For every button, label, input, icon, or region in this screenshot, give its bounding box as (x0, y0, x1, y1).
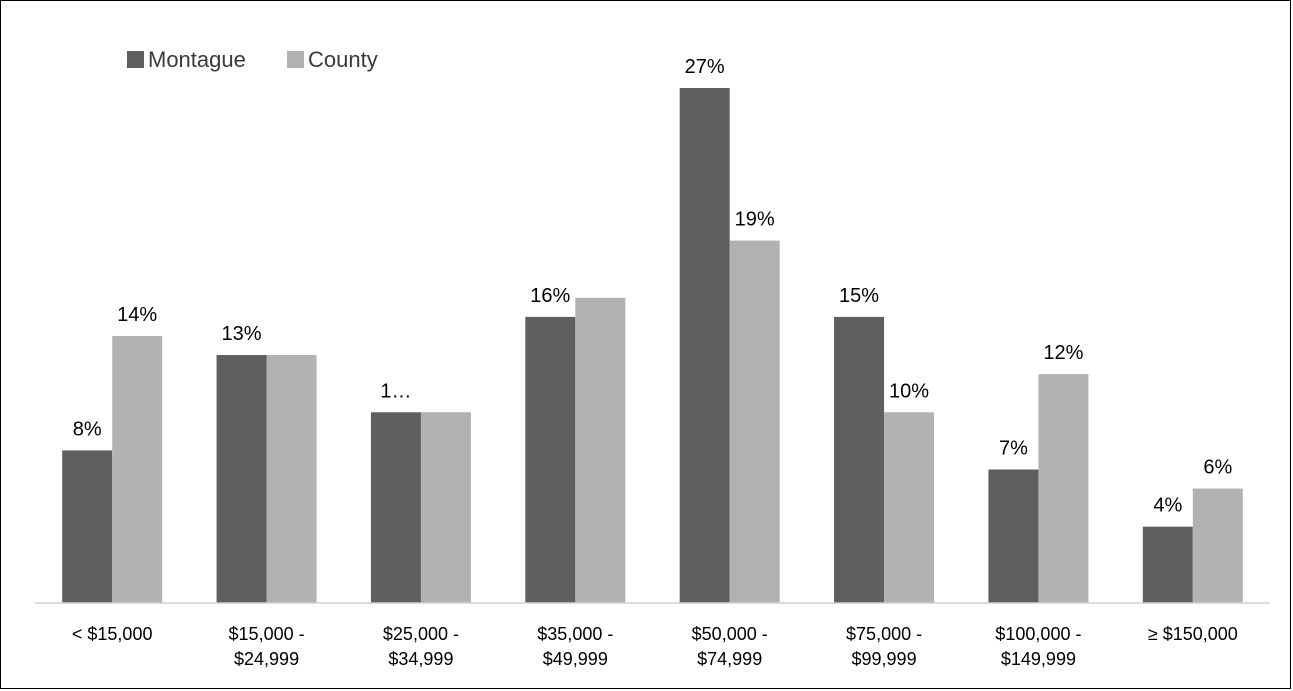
data-label-montague-2: 1… (380, 380, 411, 402)
data-label-montague-4: 27% (685, 56, 725, 78)
data-label-montague-7: 4% (1153, 495, 1182, 517)
data-label-montague-3: 16% (530, 285, 570, 307)
data-label-montague-0: 8% (73, 418, 102, 440)
x-tick-label-3: $35,000 -$49,999 (537, 624, 613, 669)
bar-montague-7 (1142, 526, 1193, 603)
bar-montague-3 (525, 316, 576, 603)
bar-county-3 (575, 297, 626, 603)
bar-montague-1 (216, 355, 267, 603)
x-tick-label-4: $50,000 -$74,999 (692, 624, 768, 669)
bar-county-2 (420, 412, 471, 603)
bar-county-0 (112, 335, 163, 603)
data-label-montague-1: 13% (222, 323, 262, 345)
bar-county-6 (1038, 374, 1089, 603)
data-label-county-6: 12% (1043, 342, 1083, 364)
bar-montague-6 (988, 469, 1039, 603)
legend: Montague County (127, 47, 378, 72)
bars (62, 88, 1243, 603)
data-label-montague-6: 7% (999, 437, 1028, 459)
legend-swatch-county (287, 51, 304, 68)
data-label-county-4: 19% (735, 209, 775, 231)
legend-label-county: County (308, 47, 378, 72)
legend-swatch-montague (127, 51, 144, 68)
data-label-county-5: 10% (889, 380, 929, 402)
x-tick-label-5: $75,000 -$99,999 (846, 624, 922, 669)
bar-montague-0 (62, 450, 113, 603)
bar-county-4 (729, 240, 780, 603)
x-tick-label-1: $15,000 -$24,999 (229, 624, 305, 669)
data-label-county-0: 14% (117, 304, 157, 326)
bar-county-5 (884, 412, 935, 603)
legend-label-montague: Montague (148, 47, 246, 72)
bar-montague-4 (679, 88, 730, 603)
data-label-county-7: 6% (1203, 457, 1232, 479)
x-tick-label-2: $25,000 -$34,999 (383, 624, 459, 669)
x-tick-label-0: < $15,000 (72, 624, 153, 644)
x-tick-label-7: ≥ $150,000 (1148, 624, 1238, 644)
bar-county-1 (266, 355, 317, 603)
bar-montague-5 (834, 316, 885, 603)
bar-county-7 (1192, 488, 1243, 603)
bar-montague-2 (370, 412, 421, 603)
data-labels: 8% 14% 13% 1… 16% 27% 19% 15% 10% 7% 12% 4% 6% (73, 56, 1233, 517)
x-tick-labels: < $15,000 $15,000 -$24,999 $25,000 -$34,99… (72, 624, 1238, 669)
x-tick-label-6: $100,000 -$149,999 (995, 624, 1081, 669)
data-label-montague-5: 15% (839, 285, 879, 307)
